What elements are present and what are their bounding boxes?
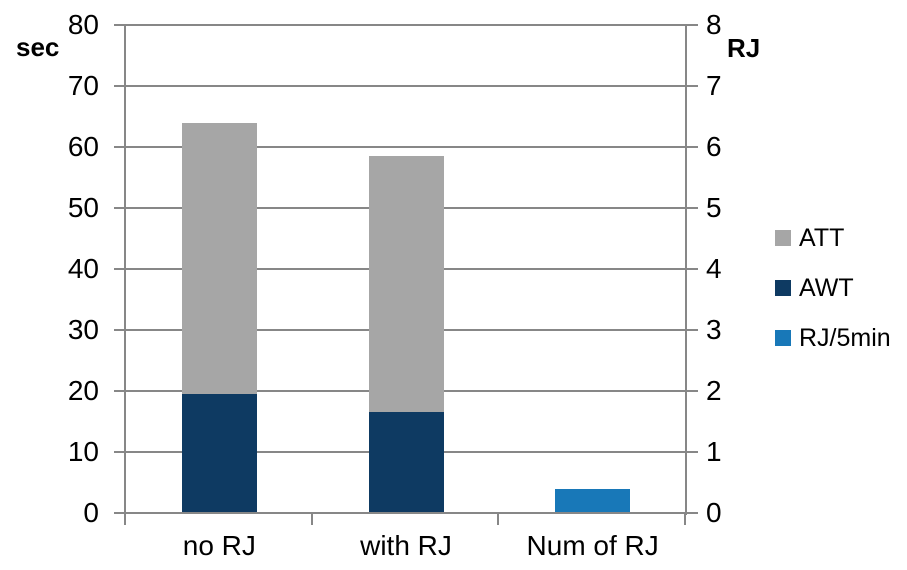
category-boundary-tick xyxy=(124,514,126,525)
right-axis-tick-label: 3 xyxy=(706,314,722,345)
legend-item-rj-5min: RJ/5min xyxy=(775,322,891,354)
right-axis-line xyxy=(685,25,687,515)
category-label: with RJ xyxy=(360,530,452,561)
left-axis-tick xyxy=(114,268,126,270)
category-boundary-tick xyxy=(497,514,500,525)
right-axis-tick-label: 1 xyxy=(706,436,722,467)
right-axis-tick xyxy=(686,268,698,270)
right-axis-tick xyxy=(686,451,698,453)
gridline xyxy=(126,146,686,148)
legend-label: RJ/5min xyxy=(799,324,891,352)
right-axis-tick xyxy=(686,85,698,87)
right-axis-tick-label: 4 xyxy=(706,253,722,284)
left-axis-title: sec xyxy=(16,32,60,62)
right-axis-tick xyxy=(686,146,698,148)
right-axis-tick-label: 0 xyxy=(706,497,722,528)
bottom-axis-line xyxy=(116,512,696,514)
left-axis-tick-label: 60 xyxy=(67,131,99,162)
bar-segment-awt-no-rj xyxy=(181,394,257,513)
left-axis-tick-label: 0 xyxy=(83,497,99,528)
bar-segment-awt-with-rj xyxy=(368,412,444,513)
left-axis-tick xyxy=(114,451,126,453)
category-boundary-tick xyxy=(310,514,313,525)
category-boundary-tick xyxy=(684,514,686,525)
left-axis-tick xyxy=(114,329,126,331)
left-axis-tick xyxy=(114,207,126,209)
bar-segment-att-no-rj xyxy=(181,122,257,395)
right-axis-title: RJ xyxy=(727,33,761,63)
left-axis-tick-label: 20 xyxy=(67,375,99,406)
legend-swatch-icon xyxy=(775,230,791,246)
left-axis-tick-label: 80 xyxy=(67,9,99,40)
bar-segment-att-with-rj xyxy=(368,156,444,413)
left-axis-tick-label: 70 xyxy=(67,70,99,101)
left-axis-line xyxy=(124,25,126,515)
bar-segment-rj-5min-num-of-rj xyxy=(555,488,631,513)
left-axis-tick xyxy=(114,390,126,392)
right-axis-tick-label: 7 xyxy=(706,70,722,101)
right-axis-tick xyxy=(686,512,698,514)
right-axis-tick-label: 2 xyxy=(706,375,722,406)
legend-label: ATT xyxy=(799,224,845,252)
right-axis-tick-label: 8 xyxy=(706,9,722,40)
legend-item-awt: AWT xyxy=(775,272,854,304)
right-axis-tick xyxy=(686,329,698,331)
right-axis-tick xyxy=(686,207,698,209)
left-axis-tick-label: 10 xyxy=(67,436,99,467)
category-label: Num of RJ xyxy=(526,530,659,561)
left-axis-tick xyxy=(114,146,126,148)
legend-item-att: ATT xyxy=(775,222,844,254)
left-axis-tick xyxy=(114,24,126,26)
legend-label: AWT xyxy=(799,274,854,302)
left-axis-tick xyxy=(114,512,126,514)
gridline xyxy=(126,85,686,87)
right-axis-tick xyxy=(686,390,698,392)
gridline xyxy=(126,24,686,26)
left-axis-tick-label: 50 xyxy=(67,192,99,223)
right-axis-tick-label: 6 xyxy=(706,131,722,162)
left-axis-tick-label: 40 xyxy=(67,253,99,284)
left-axis-tick-label: 30 xyxy=(67,314,99,345)
legend-swatch-icon xyxy=(775,280,791,296)
right-axis-tick xyxy=(686,24,698,26)
right-axis-tick-label: 5 xyxy=(706,192,722,223)
left-axis-tick xyxy=(114,85,126,87)
category-label: no RJ xyxy=(182,530,256,561)
legend-swatch-icon xyxy=(775,330,791,346)
